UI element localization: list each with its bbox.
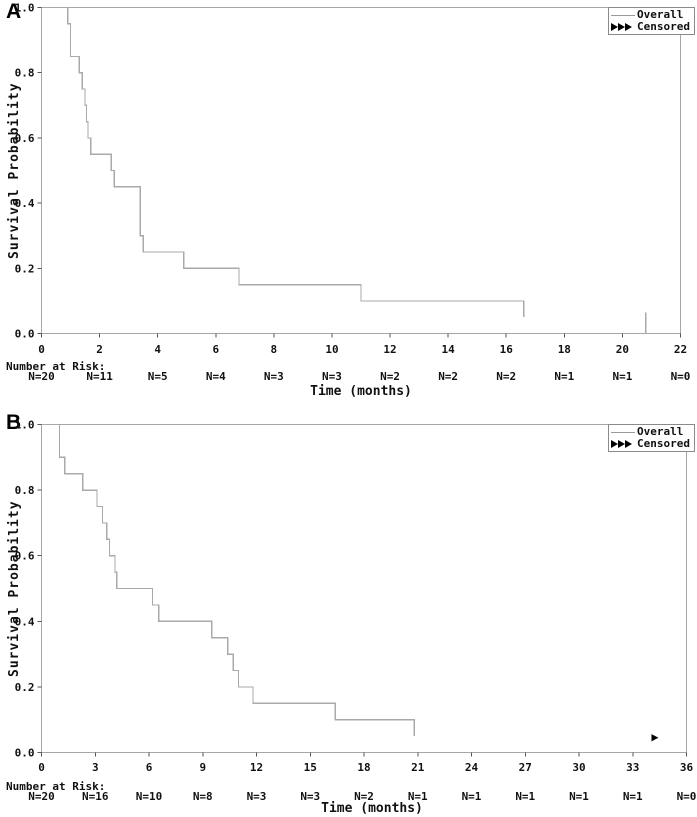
panel-A: A Survival Probability 0 2 4 6 8 10 12 14 16 18 20… <box>0 0 697 405</box>
x-tick-label: 33 <box>626 761 639 774</box>
at-risk-value: N=5 <box>147 370 168 383</box>
x-tick-label: 24 <box>465 761 479 774</box>
x-tick-label: 0 <box>38 761 45 774</box>
legend-overall-label: Overall <box>637 425 684 438</box>
survival-plot-b: 0 3 6 9 12 15 18 21 24 27 30 33 361.00.80.60.40.20.0 <box>15 419 694 775</box>
x-tick-label: 20 <box>616 343 629 356</box>
at-risk-value: N=1 <box>461 790 482 803</box>
y-tick-label: 0.8 <box>15 67 35 80</box>
at-risk-value: N=0 <box>670 370 691 383</box>
legend-item-overall: Overall <box>611 9 692 21</box>
triangle-icon <box>618 440 625 448</box>
panel-label-b: B <box>6 411 22 434</box>
triangle-icon <box>611 440 618 448</box>
x-tick-label: 8 <box>271 343 278 356</box>
x-tick-label: 14 <box>442 343 456 356</box>
x-tick-label: 15 <box>304 761 317 774</box>
triangle-icon <box>618 23 625 31</box>
triangle-icon <box>611 23 618 31</box>
survival-curve <box>41 423 415 737</box>
x-tick-label: 18 <box>558 343 571 356</box>
legend-overall-label: Overall <box>637 8 684 21</box>
at-risk-value: N=3 <box>246 790 267 803</box>
censored-triangles-icon <box>611 23 635 31</box>
at-risk-value: N=16 <box>82 790 109 803</box>
x-axis-title: Time (months) <box>321 801 423 816</box>
at-risk-value: N=1 <box>569 790 589 803</box>
at-risk-value: N=4 <box>205 370 226 383</box>
at-risk-value: N=1 <box>612 370 633 383</box>
at-risk-value: N=2 <box>438 370 459 383</box>
x-tick-label: 16 <box>500 343 514 356</box>
at-risk-value: N=11 <box>86 370 113 383</box>
y-tick-label: 0.0 <box>15 747 35 760</box>
overall-line-icon <box>611 431 635 433</box>
triangle-icon <box>625 23 632 31</box>
at-risk-value: N=0 <box>676 790 697 803</box>
x-tick-label: 3 <box>92 761 99 774</box>
at-risk-value: N=1 <box>554 370 575 383</box>
censored-marker-icon <box>651 734 659 742</box>
x-axis-title: Time (months) <box>310 384 412 399</box>
at-risk-value: N=3 <box>300 790 321 803</box>
x-tick-label: 18 <box>357 761 370 774</box>
x-tick-label: 6 <box>146 761 153 774</box>
y-tick-label: 0.4 <box>15 197 35 210</box>
y-tick-label: 0.6 <box>15 550 35 563</box>
y-tick-label: 0.2 <box>15 262 35 275</box>
legend-item-censored: Censored <box>611 438 692 450</box>
x-tick-label: 22 <box>674 343 687 356</box>
y-tick-label: 1.0 <box>15 2 35 15</box>
x-tick-label: 36 <box>680 761 694 774</box>
legend-censored-label: Censored <box>637 20 690 33</box>
number-at-risk-label: Number at Risk: <box>6 780 106 793</box>
y-tick-label: 1.0 <box>15 419 35 432</box>
at-risk-value: N=2 <box>354 790 374 803</box>
legend-item-overall: Overall <box>611 426 692 438</box>
x-tick-label: 4 <box>154 343 161 356</box>
at-risk-value: N=20 <box>28 370 55 383</box>
x-tick-label: 21 <box>411 761 425 774</box>
x-tick-label: 2 <box>96 343 103 356</box>
at-risk-value: N=1 <box>622 790 643 803</box>
panel-label-a: A <box>6 0 22 23</box>
at-risk-value: N=10 <box>135 790 163 803</box>
x-tick-label: 10 <box>325 343 338 356</box>
x-tick-label: 12 <box>383 343 396 356</box>
x-tick-label: 9 <box>199 761 206 774</box>
survival-plot-a: 0 2 4 6 8 10 12 14 16 18 20 22 1.0 0.8 0.6 0.4 0.2 0.0 <box>15 2 688 357</box>
overall-line-icon <box>611 14 635 16</box>
y-tick-label: 0.4 <box>15 615 35 628</box>
legend-box: Overall Censored <box>608 7 695 35</box>
x-tick-label: 30 <box>572 761 585 774</box>
x-tick-label: 0 <box>38 343 45 356</box>
x-tick-label: 27 <box>519 761 532 774</box>
legend-censored-label: Censored <box>637 437 690 450</box>
y-tick-label: 0.2 <box>15 681 35 694</box>
panel-B: B Survival Probability 0 3 6 9 12 15 18 21 24 27 3… <box>0 405 697 817</box>
y-tick-label: 0.8 <box>15 484 35 497</box>
number-at-risk-label: Number at Risk: <box>6 360 106 373</box>
at-risk-value: N=3 <box>263 370 284 383</box>
triangle-icon <box>625 440 632 448</box>
x-tick-label: 12 <box>250 761 263 774</box>
at-risk-value: N=3 <box>322 370 342 383</box>
at-risk-value: N=2 <box>380 370 400 383</box>
survival-curve <box>41 6 525 318</box>
at-risk-value: N=2 <box>496 370 517 383</box>
at-risk-value: N=1 <box>407 790 428 803</box>
legend-box: Overall Censored <box>608 424 695 452</box>
at-risk-value: N=20 <box>28 790 55 803</box>
y-tick-label: 0.6 <box>15 132 35 145</box>
y-tick-label: 0.0 <box>15 328 35 341</box>
at-risk-value: N=1 <box>515 790 536 803</box>
at-risk-value: N=8 <box>192 790 213 803</box>
plot-frame <box>41 7 681 334</box>
x-tick-label: 6 <box>212 343 219 356</box>
legend-item-censored: Censored <box>611 21 692 33</box>
censored-triangles-icon <box>611 440 635 448</box>
